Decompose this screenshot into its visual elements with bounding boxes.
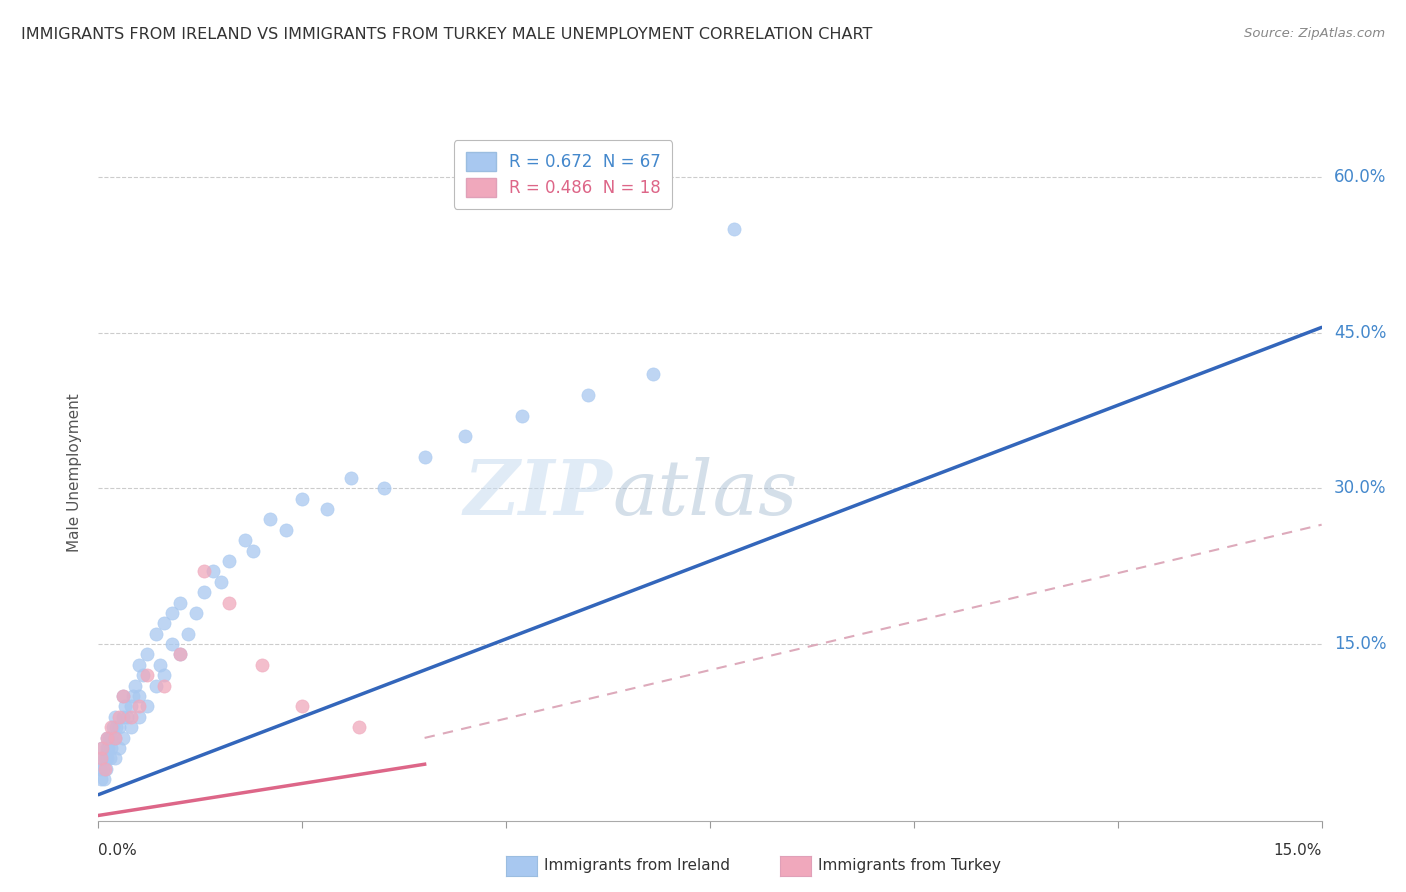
Point <box>108 720 131 734</box>
Point <box>186 606 208 620</box>
Text: 45.0%: 45.0% <box>1334 324 1386 342</box>
Text: 15.0%: 15.0% <box>1334 635 1386 653</box>
Point <box>104 731 127 745</box>
Legend: R = 0.672  N = 67, R = 0.486  N = 18: R = 0.672 N = 67, R = 0.486 N = 18 <box>454 140 672 209</box>
Point <box>100 720 122 734</box>
Point <box>169 596 191 610</box>
Point <box>115 710 138 724</box>
Point <box>136 648 159 662</box>
Point <box>108 741 131 756</box>
Point <box>89 762 111 776</box>
Point <box>97 741 120 756</box>
Point <box>201 565 224 579</box>
Point <box>94 762 117 776</box>
Point <box>209 574 232 589</box>
Point <box>121 689 143 703</box>
Point <box>145 679 167 693</box>
Text: atlas: atlas <box>612 457 797 531</box>
Point <box>136 668 159 682</box>
Point <box>315 502 337 516</box>
Point <box>96 731 118 745</box>
Point <box>512 409 534 423</box>
Point <box>111 689 134 703</box>
Point <box>128 710 150 724</box>
Text: Immigrants from Turkey: Immigrants from Turkey <box>818 858 1001 872</box>
Point <box>128 657 150 672</box>
Point <box>373 481 395 495</box>
Text: 60.0%: 60.0% <box>1334 168 1386 186</box>
Point <box>250 657 273 672</box>
Point <box>145 626 167 640</box>
Point <box>120 699 142 714</box>
Point <box>114 699 136 714</box>
Point <box>152 616 174 631</box>
Point <box>124 679 146 693</box>
Point <box>641 367 664 381</box>
Point <box>96 731 118 745</box>
Point <box>105 720 128 734</box>
Point <box>111 731 134 745</box>
Y-axis label: Male Unemployment: Male Unemployment <box>67 393 83 552</box>
Point <box>160 606 183 620</box>
Text: 0.0%: 0.0% <box>98 843 138 858</box>
Point <box>132 668 155 682</box>
Point <box>454 429 477 443</box>
Point <box>259 512 281 526</box>
Point <box>98 731 121 745</box>
Point <box>576 388 599 402</box>
Point <box>101 720 124 734</box>
Point <box>242 543 264 558</box>
Text: IMMIGRANTS FROM IRELAND VS IMMIGRANTS FROM TURKEY MALE UNEMPLOYMENT CORRELATION : IMMIGRANTS FROM IRELAND VS IMMIGRANTS FR… <box>21 27 873 42</box>
Point <box>90 751 112 765</box>
Point <box>169 648 191 662</box>
Point <box>104 751 127 765</box>
Point <box>152 668 174 682</box>
Point <box>169 648 191 662</box>
Point <box>93 772 115 786</box>
Point <box>94 751 117 765</box>
Point <box>100 731 122 745</box>
Point <box>128 689 150 703</box>
Point <box>104 731 127 745</box>
Text: ZIP: ZIP <box>464 457 612 531</box>
Point <box>291 491 314 506</box>
Point <box>96 751 118 765</box>
Point <box>100 741 122 756</box>
Point <box>90 772 112 786</box>
Point <box>218 554 240 568</box>
Point <box>98 751 121 765</box>
Point <box>723 221 745 235</box>
Point <box>413 450 436 465</box>
Point <box>149 657 172 672</box>
Point <box>349 720 371 734</box>
Point <box>120 720 142 734</box>
Text: 30.0%: 30.0% <box>1334 479 1386 498</box>
Point <box>111 710 134 724</box>
Point <box>160 637 183 651</box>
Point <box>91 741 114 756</box>
Point <box>152 679 174 693</box>
Point <box>128 699 150 714</box>
Point <box>340 471 363 485</box>
Point <box>91 762 114 776</box>
Point <box>104 710 127 724</box>
Point <box>274 523 297 537</box>
Point <box>233 533 256 548</box>
Point <box>111 689 134 703</box>
Point <box>120 710 142 724</box>
Text: Immigrants from Ireland: Immigrants from Ireland <box>544 858 730 872</box>
Point <box>90 751 112 765</box>
Point <box>94 762 117 776</box>
Point <box>218 596 240 610</box>
Point <box>91 741 114 756</box>
Text: 15.0%: 15.0% <box>1274 843 1322 858</box>
Point <box>177 626 200 640</box>
Point <box>291 699 314 714</box>
Point <box>136 699 159 714</box>
Text: Source: ZipAtlas.com: Source: ZipAtlas.com <box>1244 27 1385 40</box>
Point <box>193 565 215 579</box>
Point <box>108 710 131 724</box>
Point <box>193 585 215 599</box>
Point <box>96 741 118 756</box>
